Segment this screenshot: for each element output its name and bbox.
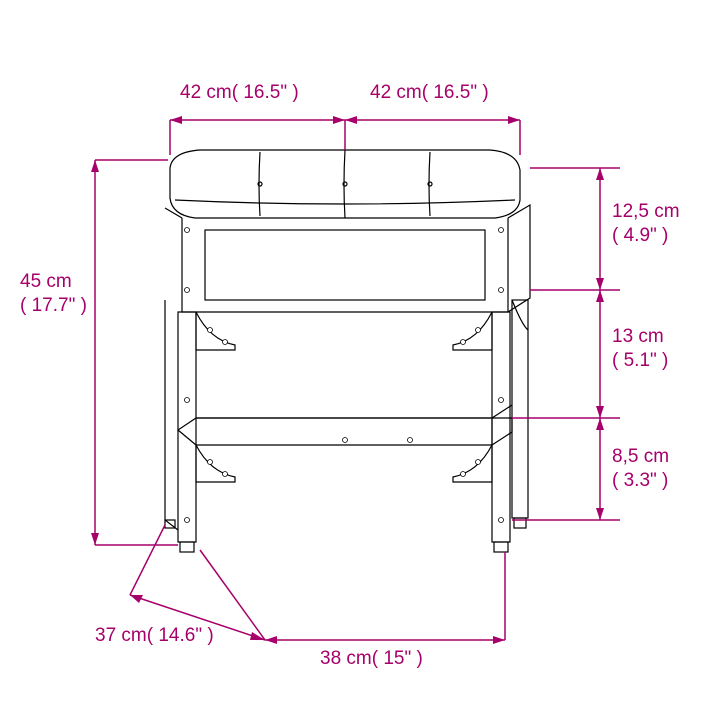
dim-right-bot: 8,5 cm( 3.3" ) (612, 445, 669, 493)
dim-bottom-right: 38 cm( 15" ) (320, 648, 423, 670)
dim-top-left: 42 cm( 16.5" ) (180, 82, 299, 104)
dim-right-top: 12,5 cm( 4.9" ) (612, 200, 680, 248)
dim-height-left: 45 cm( 17.7" ) (20, 270, 87, 318)
dim-right-mid: 13 cm( 5.1" ) (612, 325, 668, 373)
dim-bottom-left: 37 cm( 14.6" ) (95, 625, 214, 647)
dim-top-right: 42 cm( 16.5" ) (370, 82, 489, 104)
